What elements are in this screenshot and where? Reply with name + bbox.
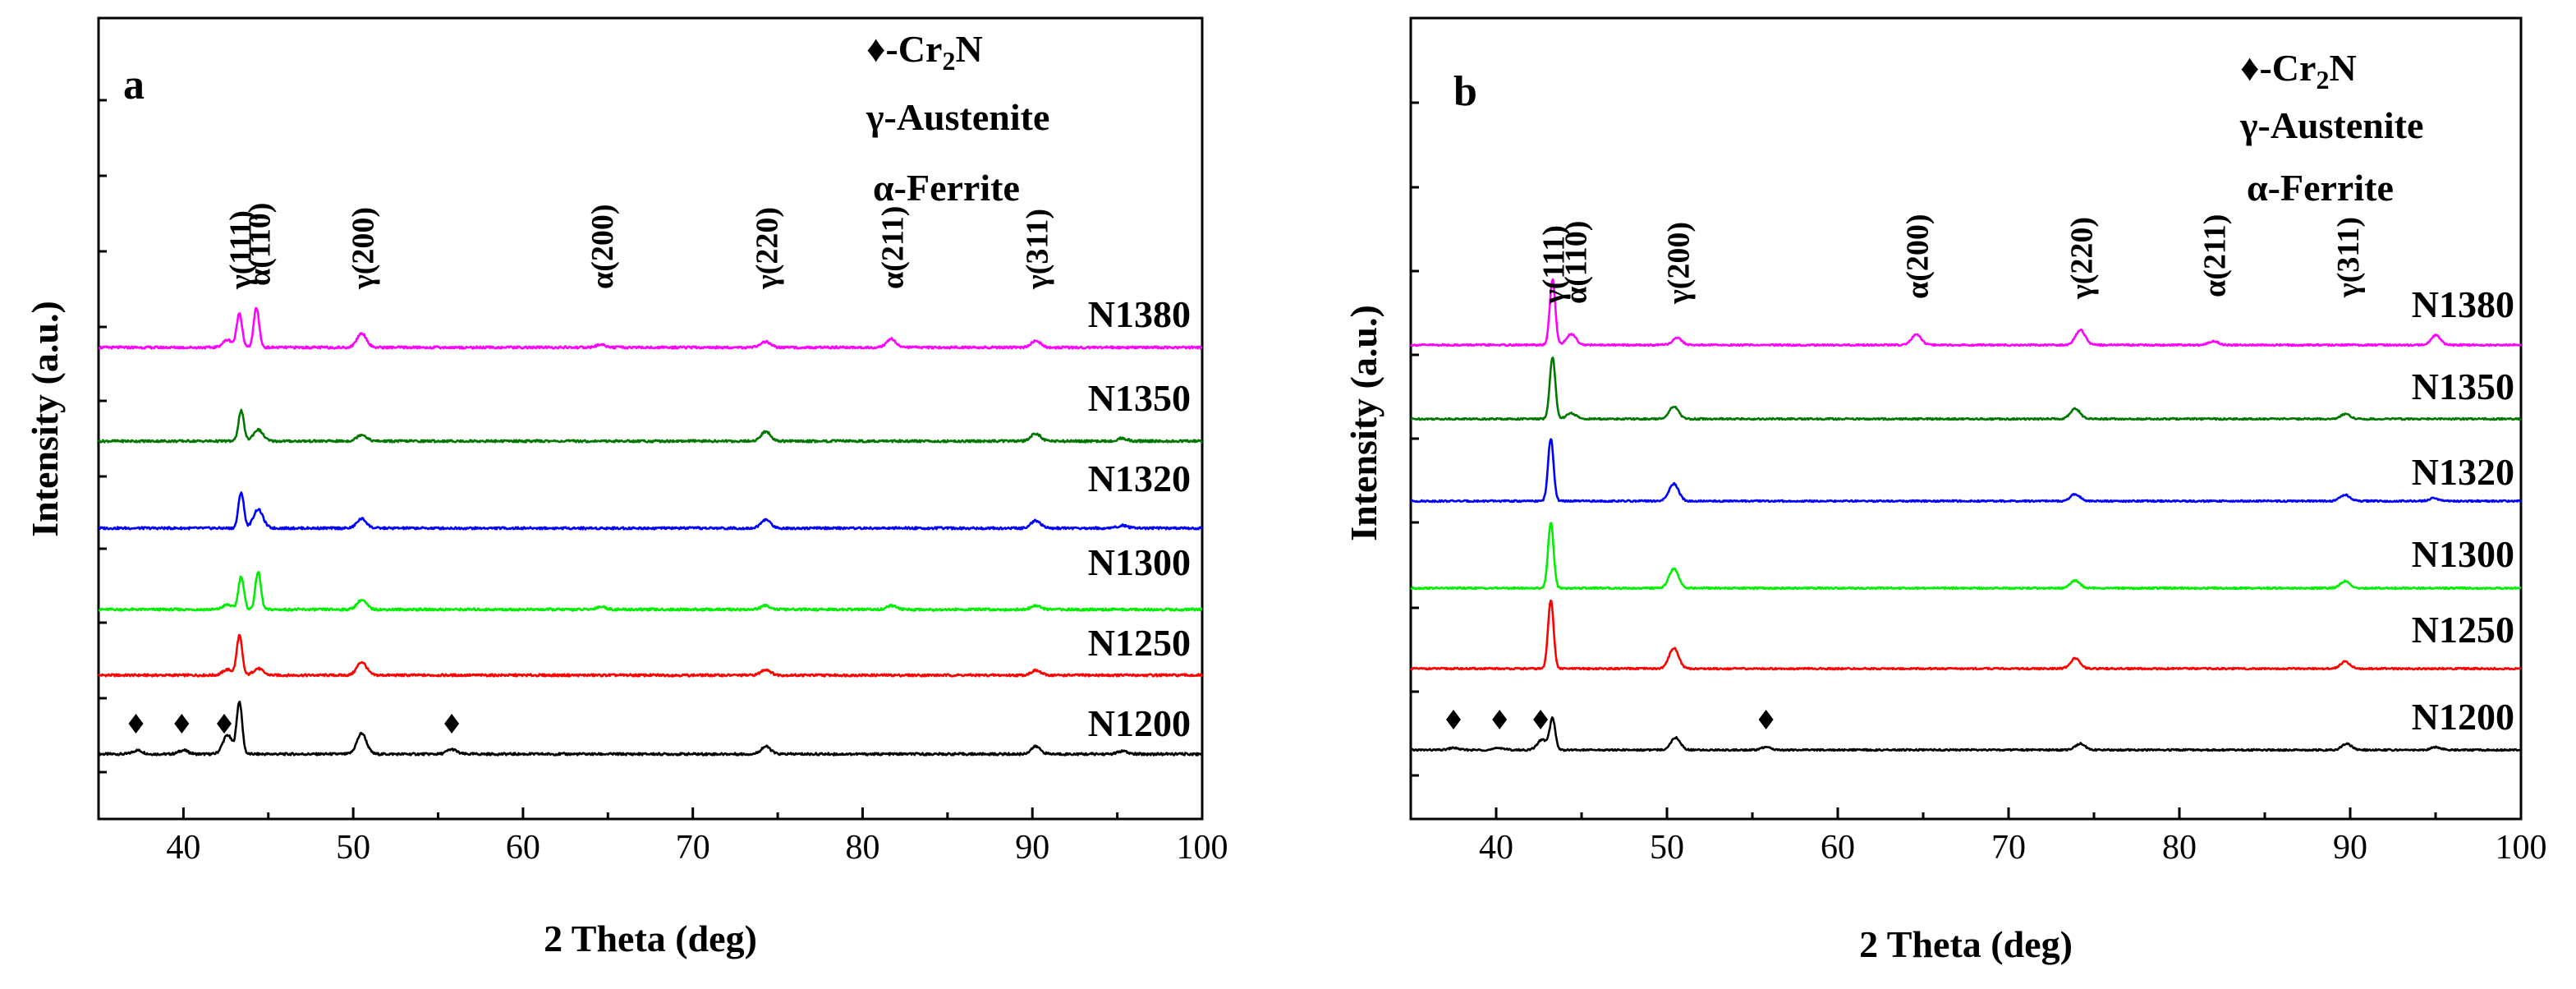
peak-label: α(200) — [585, 204, 620, 289]
series-label: N1350 — [1088, 377, 1191, 419]
series-label: N1300 — [1088, 541, 1191, 583]
peak-label: γ(220) — [751, 207, 785, 290]
x-tick-label: 90 — [1015, 829, 1049, 867]
xrd-trace-n1320 — [98, 491, 1204, 531]
series-label: N1320 — [2412, 451, 2514, 493]
cr2n-diamond-icon — [128, 714, 144, 734]
x-tick-label: 80 — [845, 829, 879, 867]
xrd-trace-n1350 — [1410, 356, 2523, 421]
legend-cr2n: ♦-Cr2N — [2240, 47, 2357, 94]
series-label: N1200 — [2412, 696, 2514, 738]
series-labels: N1200 N1250 N1300 N1320 N1350 N1380 — [2412, 283, 2514, 738]
cr2n-diamond-icon — [444, 714, 460, 734]
series-label: N1250 — [1088, 622, 1191, 664]
peak-label: γ(311) — [1020, 209, 1054, 290]
legend-ferrite: α-Ferrite — [2247, 167, 2394, 209]
series-labels: N1200 N1250 N1300 N1320 N1350 N1380 — [1088, 293, 1191, 744]
x-tick-label: 60 — [1821, 829, 1855, 867]
xrd-trace-n1380 — [1410, 278, 2523, 347]
panel-a: N1200 N1250 N1300 N1320 N1350 N1380 γ(111)α(1… — [24, 16, 1228, 959]
panel-b: N1200 N1250 N1300 N1320 N1350 N1380 γ(111)α(1… — [1343, 16, 2547, 965]
peak-label: γ(311) — [2331, 217, 2366, 298]
series-label: N1250 — [2412, 609, 2514, 651]
y-axis-label: Intensity (a.u.) — [24, 301, 66, 537]
series-label: N1380 — [2412, 283, 2514, 325]
diamond-icon: ♦ — [2240, 47, 2259, 89]
series-label: N1350 — [2412, 366, 2514, 407]
x-tick-label: 90 — [2333, 829, 2367, 867]
peak-label: α(211) — [2198, 214, 2233, 297]
peak-label: γ(220) — [2064, 217, 2099, 300]
x-tick-label: 100 — [1177, 829, 1228, 867]
x-tick-label: 70 — [1991, 829, 2026, 867]
peak-label: α(110) — [242, 203, 277, 286]
series-label: N1320 — [1088, 458, 1191, 499]
x-tick-label: 50 — [1650, 829, 1684, 867]
peak-label: α(200) — [1901, 214, 1935, 299]
x-tick-label: 40 — [1479, 829, 1513, 867]
cr2n-diamond-icon — [217, 714, 232, 734]
peak-labels: γ(111)α(110) γ(200) α(200) γ(220) α(211) γ(31… — [1537, 214, 2366, 305]
x-tick-labels: 40 50 60 70 80 90 100 — [1479, 829, 2547, 867]
x-tick-label: 40 — [166, 829, 200, 867]
series-label: N1380 — [1088, 293, 1191, 335]
axis-ticks — [1409, 16, 2523, 819]
plot-frame — [97, 16, 1204, 821]
legend-cr2n: ♦-Cr2N — [866, 28, 983, 76]
legend-austenite: γ-Austenite — [2239, 104, 2423, 146]
xrd-traces — [1409, 278, 2523, 752]
cr2n-diamond-icon — [1446, 710, 1461, 729]
cr2n-markers — [1446, 710, 1774, 729]
cr2n-diamond-icon — [1492, 710, 1508, 729]
peak-labels: γ(111)α(110) γ(200) α(200) γ(220) α(211) γ(31… — [224, 203, 1055, 290]
xrd-trace-n1320 — [1410, 438, 2523, 504]
panel-label: a — [123, 62, 145, 108]
peak-label: γ(200) — [1662, 222, 1697, 305]
x-tick-labels: 40 50 60 70 80 90 100 — [166, 829, 1228, 867]
xrd-trace-n1300 — [98, 571, 1203, 612]
legend: ♦-Cr2N γ-Austenite α-Ferrite — [866, 28, 1049, 209]
diamond-icon: ♦ — [866, 28, 885, 70]
x-tick-label: 100 — [2496, 829, 2547, 867]
xrd-trace-n1380 — [98, 306, 1203, 350]
peak-label: γ(200) — [347, 207, 381, 290]
peak-label: α(211) — [876, 206, 911, 289]
legend-austenite: γ-Austenite — [866, 96, 1049, 138]
x-tick-label: 80 — [2162, 829, 2197, 867]
xrd-trace-n1250 — [97, 633, 1204, 678]
xrd-trace-n1250 — [1409, 599, 2522, 671]
x-tick-label: 50 — [336, 829, 370, 867]
peak-label: γ(111) — [1537, 225, 1572, 305]
panel-label: b — [1453, 68, 1477, 115]
axis-ticks — [97, 16, 1204, 819]
legend: ♦-Cr2N γ-Austenite α-Ferrite — [2239, 47, 2423, 209]
peak-label: α(110) — [1559, 221, 1594, 304]
xrd-trace-n1200 — [97, 700, 1204, 757]
cr2n-diamond-icon — [174, 714, 190, 734]
x-tick-label: 60 — [506, 829, 540, 867]
series-label: N1200 — [1088, 702, 1191, 744]
cr2n-diamond-icon — [1758, 710, 1774, 729]
x-axis-label: 2 Theta (deg) — [544, 918, 757, 959]
xrd-trace-n1200 — [1410, 716, 2523, 752]
x-axis-label: 2 Theta (deg) — [1859, 923, 2073, 965]
xrd-traces — [97, 306, 1204, 757]
x-tick-label: 70 — [676, 829, 710, 867]
legend-ferrite: α-Ferrite — [873, 167, 1020, 209]
y-axis-label: Intensity (a.u.) — [1343, 305, 1384, 541]
cr2n-markers — [128, 714, 460, 734]
xrd-trace-n1350 — [97, 408, 1204, 444]
xrd-trace-n1300 — [1410, 522, 2522, 591]
peak-label: γ(111) — [224, 210, 259, 290]
cr2n-diamond-icon — [1533, 710, 1549, 729]
series-label: N1300 — [2412, 533, 2514, 575]
